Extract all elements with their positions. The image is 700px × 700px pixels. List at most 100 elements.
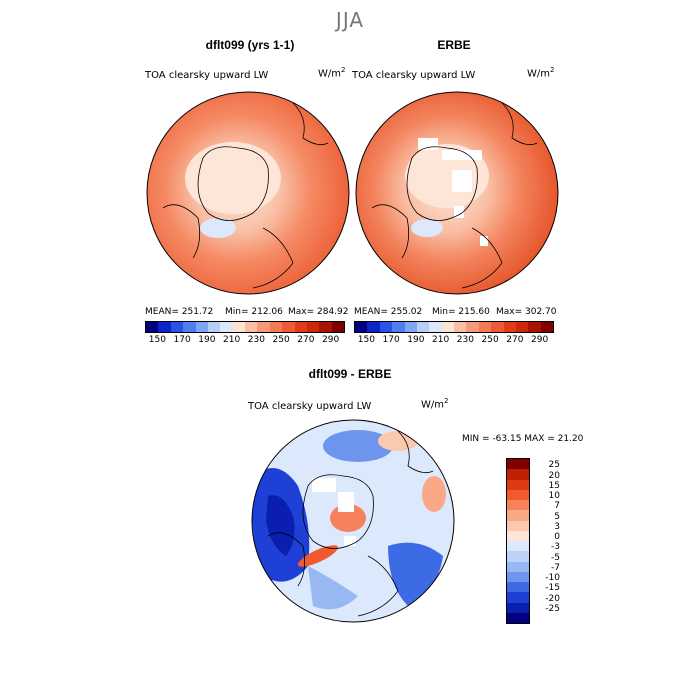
obs-colorbar-swatch [503,322,516,332]
diff-strong-negative [266,495,295,556]
diff-missing-2 [338,492,354,512]
model-colorbar-tick-label: 150 [148,335,166,345]
obs-colorbar-swatch [478,322,492,332]
diff-map-border [251,419,455,623]
diff-colorbar-swatch [507,551,529,562]
diff-colorbar-tick-label: 20 [548,470,560,481]
model-colorbar-tick-label: 210 [223,335,241,345]
diff-colorbar-tick-label: 15 [548,480,560,491]
diff-colorbar-tick-label: -7 [551,562,560,573]
model-colorbar-swatch [319,322,332,332]
diff-colorbar-labels: 25 20 15 10 7 5 3 0 -3 -5 -7 -10 -15 -20 -25 [532,458,572,628]
model-colorbar-swatch [146,322,159,332]
obs-colorbar-swatch [355,322,368,332]
model-cold-core [185,142,281,214]
diff-negative-south [308,566,358,610]
obs-polar-map [355,91,559,295]
diff-positive-east [422,476,446,512]
diff-positive-greenland [297,545,339,567]
model-coast-2 [252,227,294,289]
obs-mean: MEAN= 255.02 [354,307,423,317]
obs-coast-2 [461,227,503,289]
model-colorbar-tick-label: 230 [247,335,265,345]
model-colorbar-swatch [207,322,221,332]
diff-colorbar [506,458,530,624]
diff-colorbar-tick-label: 0 [554,532,560,542]
diff-coast-2 [357,555,399,617]
diff-missing-3 [344,536,356,546]
diff-colorbar-tick-label: 10 [548,491,560,501]
model-panel-title: dflt099 (yrs 1-1) [205,38,295,52]
model-colorbar-tick-label: 290 [322,335,340,345]
model-colorbar-swatch [269,322,283,332]
diff-colorbar-tick-label: 5 [554,511,560,522]
diff-colorbar-tick-label: -25 [545,603,560,614]
model-colorbar-tick-label: 250 [272,335,290,345]
obs-colorbar-tick-label: 290 [531,335,549,345]
diff-colorbar-swatch [507,479,529,490]
obs-colorbar-swatch [454,322,467,332]
model-colorbar-swatch [331,322,344,332]
obs-unit-label: W/m2 [527,66,555,80]
diff-colorbar-swatch [507,561,529,572]
model-min: Min= 212.06 [225,307,283,317]
diff-coast-3 [267,532,306,587]
obs-colorbar-tick-label: 270 [506,335,524,345]
diff-colorbar-swatch [507,592,529,603]
obs-colorbar-swatch [404,322,417,332]
model-colorbar-swatch [282,322,295,332]
model-colorbar-swatch [195,322,208,332]
diff-colorbar-tick-label: 25 [548,460,560,471]
obs-colorbar-swatch [491,322,504,332]
obs-colorbar-swatch [416,322,430,332]
obs-colorbar-swatch [540,322,553,332]
diff-colorbar-swatch [507,602,529,613]
model-colorbar-swatch [220,322,233,332]
model-colorbar-swatch [170,322,184,332]
model-polar-map [146,91,350,295]
model-colorbar-swatch [232,322,245,332]
diff-colorbar-tick-label: -3 [551,542,560,553]
obs-colorbar [354,321,554,333]
obs-missing-4 [454,206,464,218]
model-colorbar-swatch [306,322,320,332]
obs-coast-4 [501,102,538,146]
diff-colorbar-tick-label: 3 [554,521,560,532]
diff-panel-title: dflt099 - ERBE [308,367,392,381]
obs-colorbar-tick-label: 250 [481,335,499,345]
diff-colorbar-swatch [507,520,529,531]
diff-colorbar-swatch [507,489,529,500]
model-colorbar-labels: 150 170 190 210 230 250 270 290 [145,335,355,347]
diff-colorbar-swatch [507,510,529,521]
obs-colorbar-swatch [429,322,442,332]
obs-colorbar-swatch [515,322,529,332]
diff-colorbar-swatch [507,469,529,480]
diff-unit-label: W/m2 [421,397,449,411]
obs-colorbar-labels: 150 170 190 210 230 250 270 290 [354,335,564,347]
diff-colorbar-swatch [507,612,529,623]
obs-missing-1 [418,138,438,150]
diff-negative-east [388,542,443,606]
obs-colorbar-swatch [466,322,479,332]
diff-variable-label: TOA clearsky upward LW [248,401,372,412]
obs-coast-3 [371,204,410,259]
obs-colorbar-tick-label: 150 [357,335,375,345]
model-colorbar-swatch [245,322,258,332]
diff-colorbar-swatch [507,530,529,541]
model-colorbar-tick-label: 170 [173,335,191,345]
model-colorbar-swatch [183,322,196,332]
model-unit-label: W/m2 [318,66,346,80]
obs-greenland-cold [411,219,443,237]
model-variable-label: TOA clearsky upward LW [145,70,269,81]
diff-colorbar-swatch [507,541,529,552]
model-coast-1 [197,146,269,221]
diff-colorbar-swatch [507,582,529,593]
obs-colorbar-swatch [441,322,454,332]
diff-polar-map [251,419,455,623]
obs-variable-label: TOA clearsky upward LW [352,70,476,81]
obs-panel-title: ERBE [437,38,471,52]
model-colorbar [145,321,345,333]
obs-missing-2 [442,150,482,160]
obs-colorbar-swatch [392,322,405,332]
model-colorbar-swatch [257,322,270,332]
